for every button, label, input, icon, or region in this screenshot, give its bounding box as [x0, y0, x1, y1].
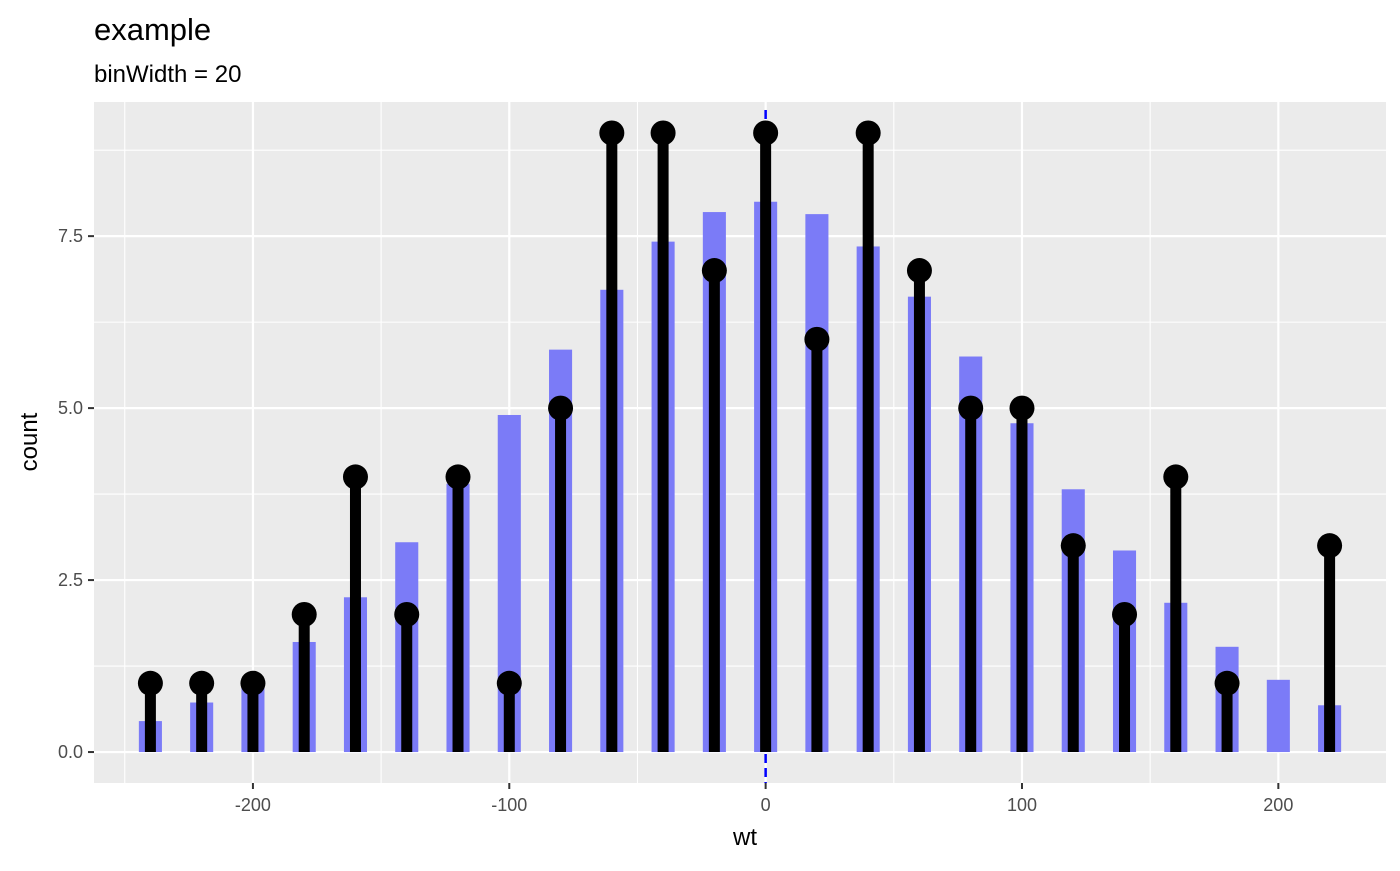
- x-tick-label: -200: [235, 795, 271, 815]
- lollipop-point: [496, 670, 522, 696]
- lollipop-point: [804, 326, 830, 352]
- lollipop-point: [240, 670, 266, 696]
- lollipop-point: [599, 120, 625, 146]
- y-tick-label: 5.0: [58, 398, 83, 418]
- x-axis-title: wt: [732, 824, 757, 851]
- lollipop-point: [1060, 533, 1086, 559]
- lollipop-point: [753, 120, 779, 146]
- chart-subtitle: binWidth = 20: [94, 61, 241, 88]
- y-tick-label: 7.5: [58, 226, 83, 246]
- lollipop-point: [445, 464, 471, 490]
- lollipop-point: [701, 258, 727, 284]
- x-tick-label: 0: [761, 795, 771, 815]
- x-tick-label: 100: [1007, 795, 1037, 815]
- lollipop-point: [906, 258, 932, 284]
- plot-panel: [94, 102, 1386, 783]
- lollipop-point: [650, 120, 676, 146]
- y-axis: 0.0 2.5 5.0 7.5: [58, 226, 94, 762]
- x-tick-label: -100: [491, 795, 527, 815]
- chart-title: example: [94, 12, 211, 47]
- lollipop-point: [189, 670, 215, 696]
- x-axis: -200 -100 0 100 200: [235, 783, 1293, 815]
- lollipop-point: [342, 464, 368, 490]
- bar: [497, 414, 521, 753]
- lollipop-point: [137, 670, 163, 696]
- x-tick-label: 200: [1263, 795, 1293, 815]
- lollipop-point: [1317, 533, 1343, 559]
- lollipop-point: [548, 395, 574, 421]
- lollipop-point: [855, 120, 881, 146]
- lollipop-point: [1112, 601, 1138, 627]
- y-axis-title: count: [16, 412, 43, 471]
- lollipop-point: [958, 395, 984, 421]
- y-tick-label: 2.5: [58, 570, 83, 590]
- lollipop-point: [291, 601, 317, 627]
- lollipop-point: [1009, 395, 1035, 421]
- lollipop-point: [394, 601, 420, 627]
- lollipop-point: [1214, 670, 1240, 696]
- bar: [1266, 679, 1290, 753]
- lollipop-point: [1163, 464, 1189, 490]
- y-tick-label: 0.0: [58, 742, 83, 762]
- lollipop-series: [137, 120, 1343, 753]
